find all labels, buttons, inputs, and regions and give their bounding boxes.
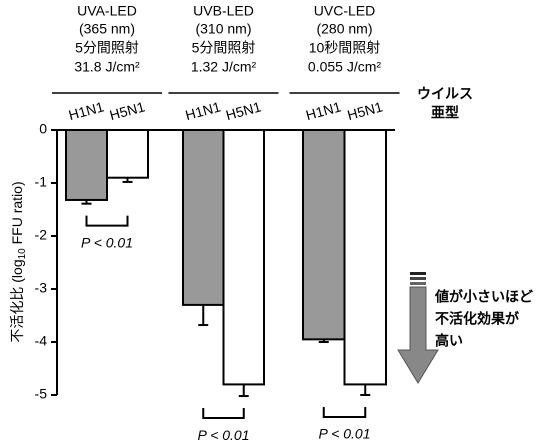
- group-title: UVC-LED: [314, 3, 375, 19]
- group-title: UVB-LED: [193, 3, 254, 19]
- y-tick-label: -4: [35, 333, 48, 349]
- group-detail: (365 nm): [79, 21, 135, 37]
- series-label: H5N1: [224, 98, 263, 123]
- group-detail: 0.055 J/cm²: [308, 59, 381, 75]
- bar: [343, 129, 387, 386]
- arrow-note: 不活化効果が: [435, 311, 520, 327]
- series-label: H1N1: [67, 98, 106, 123]
- series-label: H5N1: [108, 98, 147, 123]
- y-tick-label: -2: [35, 227, 48, 243]
- bar: [65, 129, 108, 201]
- direction-arrow: [397, 272, 439, 384]
- y-tick-label: -5: [35, 386, 48, 402]
- significance-label: P < 0.01: [318, 426, 370, 442]
- group-title: UVA-LED: [77, 3, 137, 19]
- significance-bracket: [85, 215, 129, 227]
- group-detail: (280 nm): [316, 21, 372, 37]
- series-label: H1N1: [184, 98, 223, 123]
- significance-label: P < 0.01: [197, 427, 249, 443]
- bar: [182, 129, 225, 306]
- bar: [302, 129, 346, 341]
- group-detail: 10秒間照射: [309, 40, 381, 56]
- group-detail: 31.8 J/cm²: [74, 59, 140, 75]
- y-axis-label: 不活化比 (log10 FFU ratio): [9, 181, 28, 342]
- legend-title: ウイルス: [417, 86, 473, 102]
- significance-bracket: [202, 408, 245, 420]
- group-detail: 1.32 J/cm²: [191, 59, 257, 75]
- y-axis-label-part: 不活化比 (log: [9, 259, 25, 342]
- y-tick-label: -1: [35, 174, 48, 190]
- arrow-note: 高い: [435, 333, 463, 349]
- series-label: H1N1: [304, 98, 343, 123]
- group-detail: (310 nm): [195, 21, 251, 37]
- arrow-note: 値が小さいほど: [434, 289, 533, 305]
- legend-title: 亜型: [431, 105, 459, 121]
- y-tick-label: 0: [39, 121, 47, 137]
- y-axis-label-part: FFU ratio): [9, 181, 25, 248]
- series-label: H5N1: [346, 98, 385, 123]
- y-tick-label: -3: [35, 280, 48, 296]
- significance-label: P < 0.01: [81, 234, 133, 250]
- y-axis-label-part: 10: [17, 248, 28, 260]
- significance-bracket: [322, 407, 367, 418]
- bar: [222, 129, 265, 386]
- group-detail: 5分間照射: [75, 40, 139, 56]
- bar: [106, 129, 149, 179]
- group-detail: 5分間照射: [192, 40, 256, 56]
